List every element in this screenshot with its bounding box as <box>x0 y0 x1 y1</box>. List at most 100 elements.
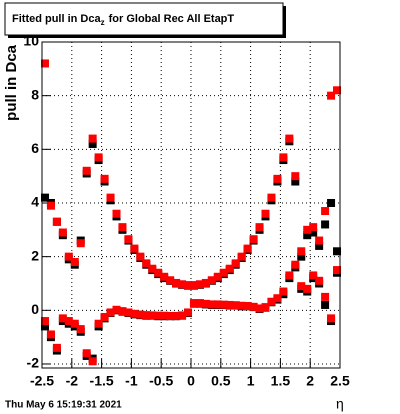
y-tick-label: 0 <box>31 301 39 317</box>
marker <box>58 228 67 237</box>
marker <box>160 272 169 281</box>
marker <box>106 308 115 317</box>
marker <box>249 302 258 311</box>
marker <box>178 311 187 320</box>
marker <box>70 258 79 267</box>
marker <box>231 259 240 268</box>
x-tick-label: 0.5 <box>211 373 231 389</box>
marker <box>321 220 330 229</box>
x-tick-label: 0 <box>187 373 195 389</box>
marker <box>148 264 157 273</box>
marker <box>219 300 228 309</box>
marker <box>207 300 216 309</box>
marker <box>333 247 342 256</box>
title-box <box>4 2 284 36</box>
marker <box>112 209 121 218</box>
title-sub: z <box>101 18 105 27</box>
marker <box>64 317 73 326</box>
marker <box>273 294 282 303</box>
y-tick-label: 6 <box>31 140 39 156</box>
marker <box>261 303 270 312</box>
marker <box>333 86 342 95</box>
y-axis-label: pull in Dca <box>3 44 20 121</box>
marker <box>70 319 79 328</box>
marker <box>64 252 73 261</box>
marker <box>207 276 216 285</box>
marker <box>291 177 300 186</box>
marker <box>136 310 145 319</box>
marker <box>213 300 222 309</box>
marker <box>219 268 228 277</box>
marker <box>172 311 181 320</box>
timestamp: Thu May 6 15:19:31 2021 <box>5 400 122 411</box>
marker <box>40 59 49 68</box>
marker <box>40 317 49 326</box>
marker <box>88 357 97 366</box>
marker <box>309 228 318 237</box>
marker <box>189 299 198 308</box>
marker <box>303 231 312 240</box>
marker <box>189 281 198 290</box>
plot-area: -2 0 2 4 6 8 10 -2.5 -2 -1.5 -1 -0.5 0 0.5 1 1.5 2 2.5 <box>23 33 350 389</box>
marker <box>124 235 133 244</box>
marker <box>94 319 103 328</box>
marker <box>76 239 85 248</box>
marker <box>100 313 109 322</box>
marker <box>88 139 97 148</box>
marker <box>327 91 336 100</box>
marker <box>321 292 330 301</box>
marker <box>154 311 163 320</box>
marker <box>118 223 127 232</box>
marker <box>255 223 264 232</box>
marker <box>112 305 121 314</box>
marker <box>201 299 210 308</box>
marker <box>148 311 157 320</box>
marker <box>303 284 312 293</box>
y-tick-label: -2 <box>27 355 40 371</box>
marker <box>52 217 61 226</box>
x-tick-label: -1.5 <box>90 373 114 389</box>
marker <box>321 300 330 309</box>
marker <box>327 314 336 323</box>
marker <box>249 235 258 244</box>
marker <box>321 207 330 216</box>
marker <box>184 308 193 317</box>
marker <box>261 209 270 218</box>
marker <box>166 276 175 285</box>
marker <box>160 311 169 320</box>
marker <box>267 297 276 306</box>
marker <box>273 174 282 183</box>
marker <box>88 134 97 143</box>
y-tick-label: 10 <box>23 33 39 49</box>
marker <box>213 272 222 281</box>
marker <box>279 287 288 296</box>
marker <box>315 276 324 285</box>
x-tick-label: 2 <box>306 373 314 389</box>
plot-border <box>41 41 341 369</box>
marker <box>46 330 55 339</box>
marker <box>172 278 181 287</box>
marker <box>285 271 294 280</box>
x-tick-label: -0.5 <box>149 373 173 389</box>
x-tick-label: 1.5 <box>271 373 291 389</box>
x-tick-label: -2.5 <box>30 373 54 389</box>
marker <box>297 247 306 256</box>
marker <box>237 252 246 261</box>
marker <box>309 271 318 280</box>
marker <box>243 244 252 253</box>
marker <box>184 281 193 290</box>
marker <box>303 225 312 234</box>
marker <box>136 252 145 261</box>
x-tick-label: -1 <box>125 373 138 389</box>
marker <box>124 308 133 317</box>
marker <box>166 311 175 320</box>
marker <box>40 322 49 331</box>
marker <box>130 244 139 253</box>
marker <box>40 193 49 202</box>
marker <box>130 309 139 318</box>
marker <box>315 236 324 245</box>
marker <box>178 280 187 289</box>
marker <box>231 301 240 310</box>
marker <box>255 304 264 313</box>
marker <box>46 201 55 210</box>
